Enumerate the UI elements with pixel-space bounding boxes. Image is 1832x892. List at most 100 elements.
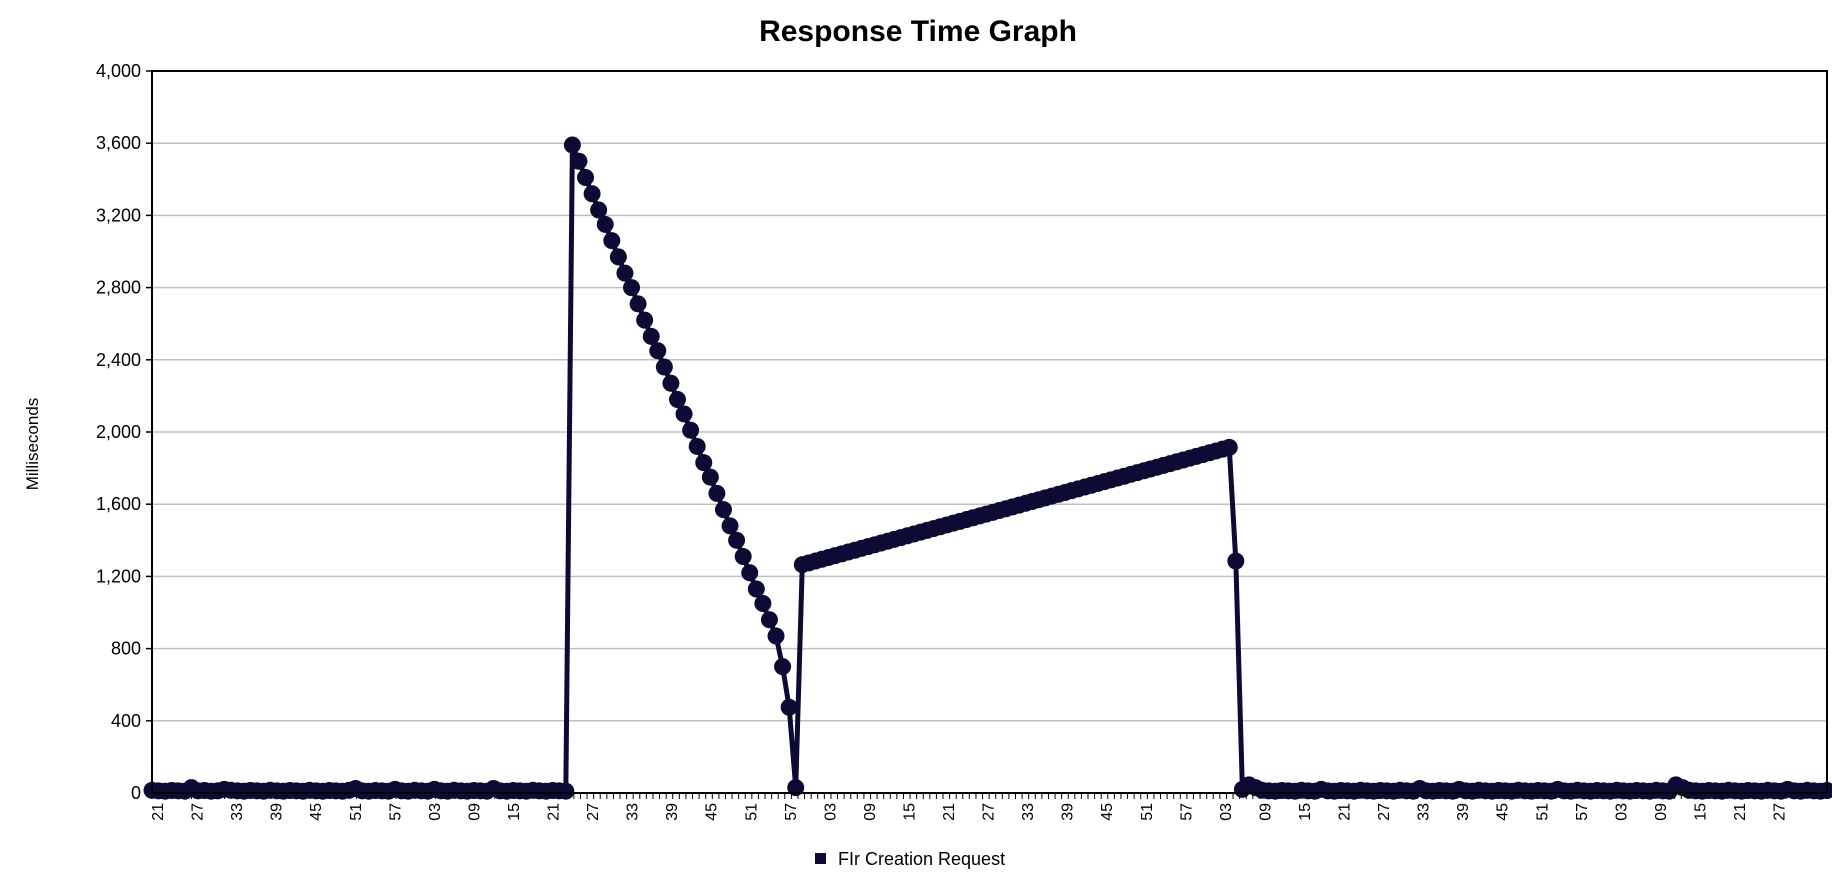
data-point xyxy=(662,374,680,392)
data-point xyxy=(760,611,778,629)
x-tick-label: 03 xyxy=(1218,803,1235,821)
x-tick-label: 03 xyxy=(822,803,839,821)
x-tick-label: 27 xyxy=(981,803,998,821)
x-tick-label: 33 xyxy=(1020,803,1037,821)
series-line xyxy=(151,142,1828,794)
x-tick-label: 21 xyxy=(1732,803,1749,821)
data-point xyxy=(590,201,608,219)
y-tick-label: 2,000 xyxy=(96,422,141,442)
data-point xyxy=(1220,438,1238,456)
x-tick-label: 21 xyxy=(941,803,958,821)
legend-label: FIr Creation Request xyxy=(838,849,1005,869)
x-tick-label: 27 xyxy=(190,803,207,821)
data-point xyxy=(668,391,686,409)
data-point xyxy=(609,248,627,266)
series-layer xyxy=(143,136,1832,800)
x-tick-label: 51 xyxy=(1534,803,1551,821)
x-tick-label: 39 xyxy=(664,803,681,821)
data-point xyxy=(655,358,673,376)
x-tick-label: 45 xyxy=(308,803,325,821)
x-tick-label: 15 xyxy=(1297,803,1314,821)
x-tick-label: 39 xyxy=(269,803,286,821)
x-tick-label: 45 xyxy=(704,803,721,821)
data-point xyxy=(741,564,759,582)
x-tick-label: 33 xyxy=(625,803,642,821)
y-tick-label: 3,600 xyxy=(96,133,141,153)
y-tick-label: 1,200 xyxy=(96,566,141,586)
y-tick-label: 2,800 xyxy=(96,278,141,298)
y-tick-label: 2,400 xyxy=(96,350,141,370)
y-tick-label: 800 xyxy=(111,639,141,659)
y-tick-label: 0 xyxy=(131,783,141,803)
data-point xyxy=(728,531,746,549)
legend: FIr Creation Request xyxy=(815,849,1005,869)
x-tick-label: 15 xyxy=(506,803,523,821)
y-tick-label: 1,600 xyxy=(96,494,141,514)
plot-area-frame xyxy=(151,70,1828,794)
legend-swatch xyxy=(815,853,826,864)
data-point xyxy=(787,779,805,797)
y-tick-label: 3,200 xyxy=(96,205,141,225)
data-point xyxy=(583,185,601,203)
x-tick-label: 09 xyxy=(1653,803,1670,821)
y-tick-label: 4,000 xyxy=(96,61,141,81)
x-tick-label: 09 xyxy=(466,803,483,821)
x-tick-label: 27 xyxy=(585,803,602,821)
chart-title: Response Time Graph xyxy=(759,15,1077,48)
x-tick-label: 15 xyxy=(1692,803,1709,821)
y-axis-ticks: 0 400 800 1,200 1,600 2,000 2,400 2,800 3,200 3,6… xyxy=(96,61,152,803)
data-point xyxy=(695,454,713,472)
data-point xyxy=(767,627,785,645)
x-tick-label: 51 xyxy=(743,803,760,821)
x-tick-label: 57 xyxy=(387,803,404,821)
data-point xyxy=(616,264,634,282)
x-tick-label: 27 xyxy=(1376,803,1393,821)
data-point xyxy=(780,698,798,716)
x-tick-label: 27 xyxy=(1772,803,1789,821)
data-point xyxy=(1818,781,1832,799)
x-tick-label: 33 xyxy=(229,803,246,821)
data-point xyxy=(708,484,726,502)
y-tick-label: 400 xyxy=(111,711,141,731)
x-axis-ticks: 21 27 33 39 45 51 57 03 09 15 21 27 33 39 45 51 57 03 09 15… xyxy=(150,793,1827,821)
data-point xyxy=(570,152,588,170)
data-point xyxy=(688,437,706,455)
data-point xyxy=(629,295,647,313)
x-tick-label: 51 xyxy=(348,803,365,821)
y-axis-label: Milliseconds xyxy=(23,398,42,491)
x-tick-label: 21 xyxy=(1337,803,1354,821)
grid-lines xyxy=(152,142,1827,722)
data-point xyxy=(577,168,595,186)
data-point xyxy=(623,279,641,297)
data-point xyxy=(603,232,621,250)
x-tick-label: 39 xyxy=(1060,803,1077,821)
data-point xyxy=(675,405,693,423)
data-point xyxy=(747,580,765,598)
x-tick-label: 45 xyxy=(1495,803,1512,821)
x-tick-label: 03 xyxy=(1613,803,1630,821)
x-tick-label: 03 xyxy=(427,803,444,821)
data-point xyxy=(714,501,732,519)
data-point xyxy=(649,342,667,360)
x-tick-label: 21 xyxy=(150,803,167,821)
x-tick-label: 09 xyxy=(862,803,879,821)
data-point xyxy=(682,421,700,439)
data-point xyxy=(636,311,654,329)
x-tick-label: 45 xyxy=(1099,803,1116,821)
data-point xyxy=(563,136,581,154)
data-point xyxy=(774,658,792,676)
x-tick-label: 21 xyxy=(546,803,563,821)
x-tick-label: 57 xyxy=(783,803,800,821)
x-tick-label: 39 xyxy=(1455,803,1472,821)
data-point xyxy=(754,594,772,612)
x-tick-label: 33 xyxy=(1416,803,1433,821)
data-point xyxy=(701,468,719,486)
x-tick-label: 57 xyxy=(1178,803,1195,821)
x-tick-label: 51 xyxy=(1139,803,1156,821)
x-tick-label: 57 xyxy=(1574,803,1591,821)
x-tick-label: 09 xyxy=(1257,803,1274,821)
data-point xyxy=(721,517,739,535)
data-point xyxy=(557,782,575,800)
